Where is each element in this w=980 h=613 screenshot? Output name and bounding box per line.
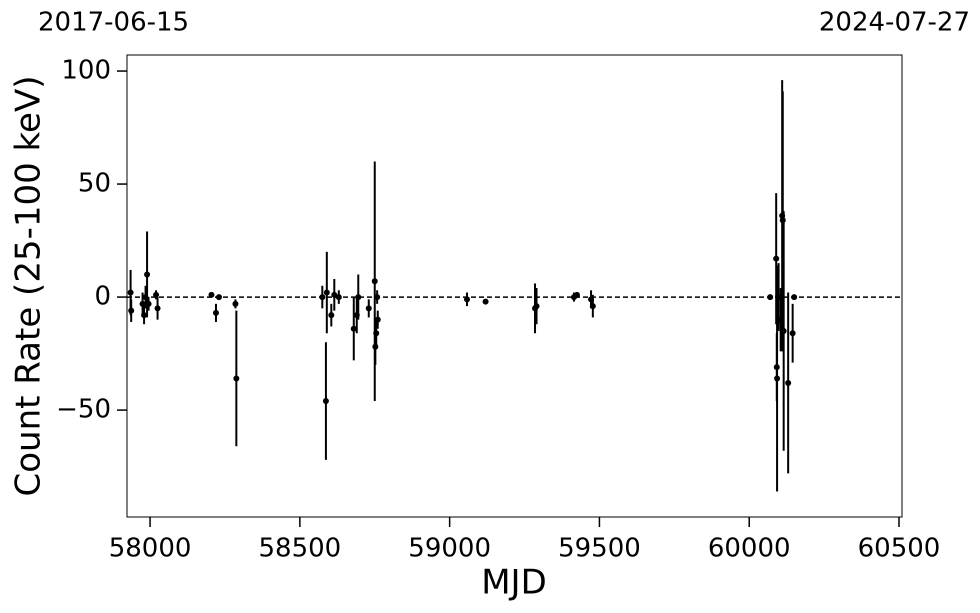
- data-point: [233, 375, 240, 382]
- x-tick-label: 58000: [109, 534, 192, 564]
- data-point: [372, 343, 379, 350]
- data-point: [154, 305, 161, 312]
- data-point: [142, 294, 149, 301]
- data-point: [785, 379, 792, 386]
- y-tick-label: 100: [61, 56, 111, 86]
- x-axis-label: MJD: [481, 563, 547, 603]
- data-point: [323, 289, 330, 296]
- plot-frame: [126, 54, 903, 518]
- data-point: [232, 300, 239, 307]
- data-point: [335, 294, 342, 301]
- data-point: [215, 294, 222, 301]
- date-label-left: 2017-06-15: [38, 8, 189, 38]
- data-point: [350, 325, 357, 332]
- data-point: [153, 291, 160, 298]
- data-point: [127, 289, 134, 296]
- data-point: [374, 294, 381, 301]
- date-label-right: 2024-07-27: [819, 8, 970, 38]
- data-point: [371, 278, 378, 285]
- data-point: [780, 327, 787, 334]
- data-point: [773, 255, 780, 262]
- data-point: [145, 300, 152, 307]
- data-point: [365, 305, 372, 312]
- data-point: [322, 398, 329, 405]
- y-tick-label: 0: [94, 282, 111, 312]
- data-point: [774, 375, 781, 382]
- data-point: [328, 312, 335, 319]
- x-tick-label: 60500: [858, 534, 941, 564]
- data-point: [128, 307, 135, 314]
- data-point: [141, 312, 148, 319]
- x-tick-label: 58500: [258, 534, 341, 564]
- data-point: [482, 298, 489, 305]
- data-point: [791, 294, 798, 301]
- data-point: [355, 294, 362, 301]
- x-tick-label: 59500: [558, 534, 641, 564]
- data-point: [208, 291, 215, 298]
- y-tick-label: −50: [56, 395, 111, 425]
- data-point: [573, 291, 580, 298]
- x-tick-label: 60000: [708, 534, 791, 564]
- data-point: [374, 316, 381, 323]
- data-point: [789, 330, 796, 337]
- data-point: [144, 271, 151, 278]
- data-point: [319, 294, 326, 301]
- y-axis-label: Count Rate (25-100 keV): [9, 76, 49, 497]
- data-point: [464, 296, 471, 303]
- data-point: [533, 303, 540, 310]
- data-point: [373, 330, 380, 337]
- data-point: [212, 309, 219, 316]
- data-point: [139, 300, 146, 307]
- x-tick-label: 59000: [408, 534, 491, 564]
- data-point: [589, 303, 596, 310]
- data-point: [767, 294, 774, 301]
- data-point: [331, 291, 338, 298]
- y-tick-label: 50: [78, 169, 111, 199]
